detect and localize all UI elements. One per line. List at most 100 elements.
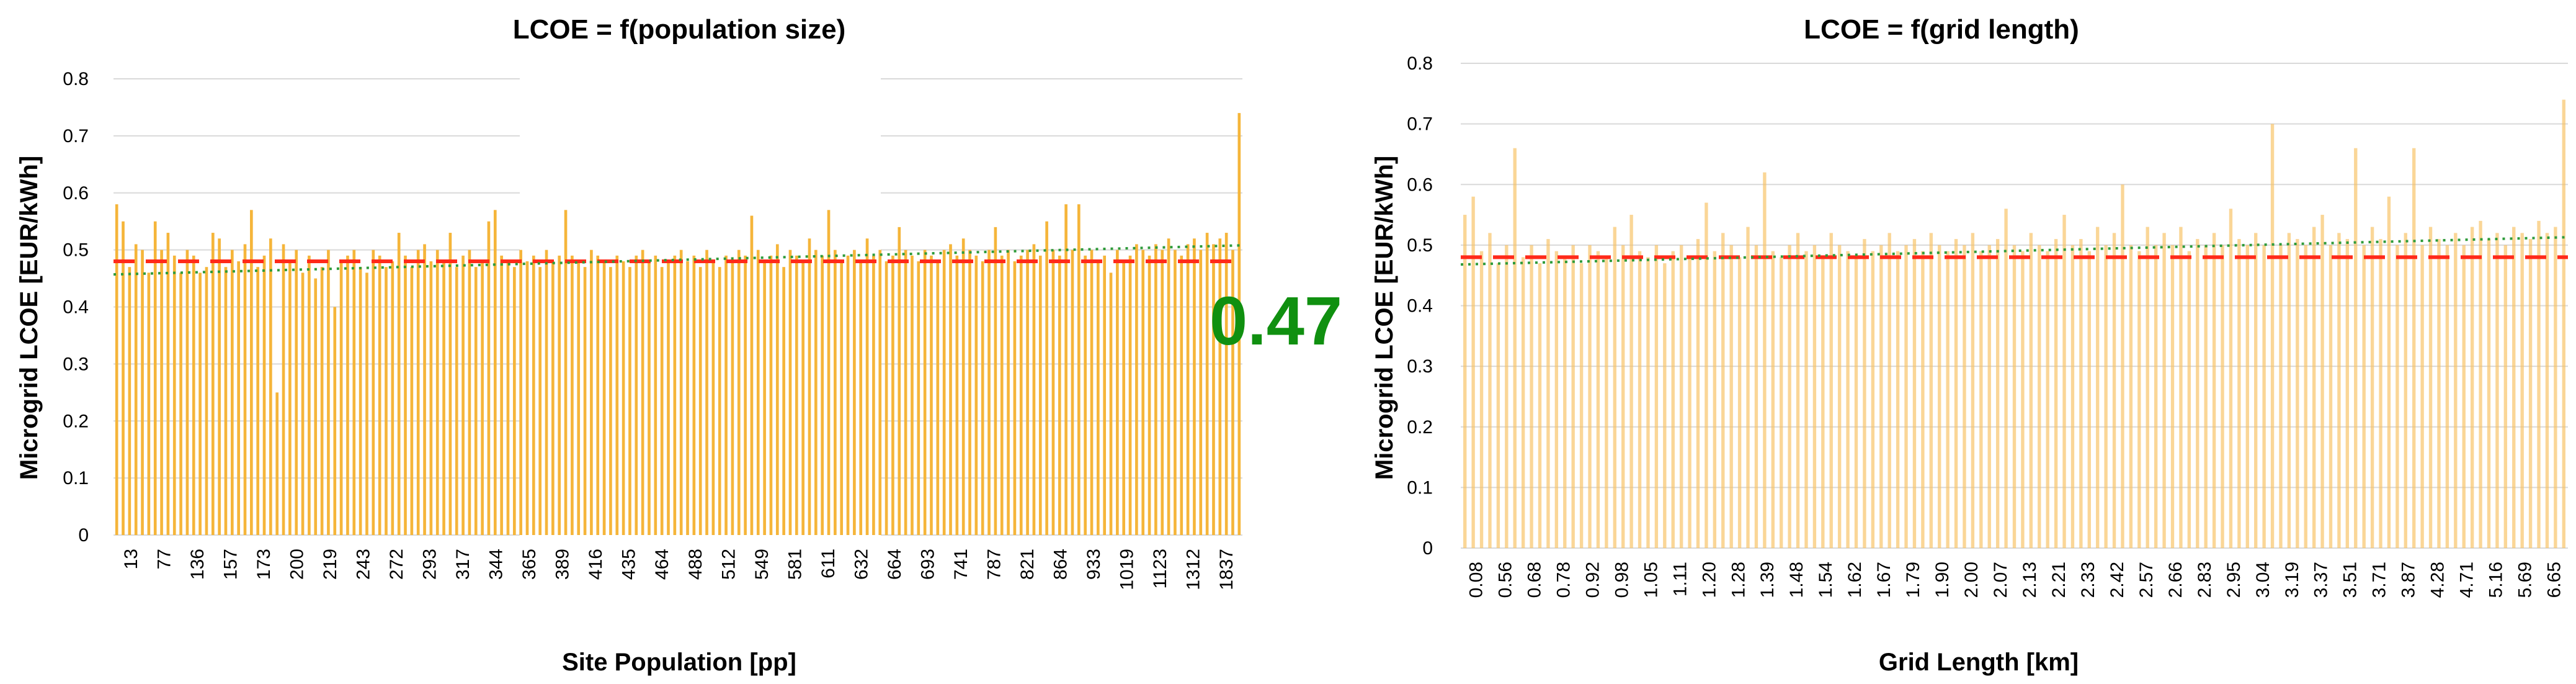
y-tick-labels: 0 0.1 0.2 0.3 0.4 0.5 0.6 0.7 0.8: [1407, 53, 1433, 559]
chart-title: LCOE = f(population size): [513, 14, 846, 45]
bar: [1904, 245, 1908, 548]
x-tick-label: 632: [851, 549, 871, 580]
bar: [2528, 239, 2533, 548]
bar: [782, 267, 785, 535]
bar: [1193, 238, 1196, 535]
bar: [1530, 245, 1533, 548]
bar: [243, 244, 247, 535]
bar: [628, 267, 631, 535]
bar: [679, 250, 683, 535]
bar: [2362, 245, 2366, 548]
bar: [571, 255, 574, 535]
bar: [288, 261, 292, 535]
x-tick-label: 1019: [1117, 549, 1138, 590]
bar: [1122, 261, 1126, 535]
x-tick-label: 1.62: [1845, 562, 1865, 598]
bar: [2170, 245, 2175, 548]
bar: [2221, 245, 2224, 548]
bar: [1912, 239, 1917, 548]
bar: [737, 250, 741, 535]
bar: [2087, 251, 2091, 548]
bar: [1979, 251, 1983, 548]
bar: [1812, 245, 1817, 548]
x-tick-label: 1.39: [1757, 562, 1778, 598]
bar: [2196, 239, 2199, 548]
bar: [596, 255, 600, 535]
bar: [2503, 245, 2508, 548]
bar: [558, 255, 561, 535]
bar: [763, 261, 766, 535]
y-tick-label: 0.3: [1407, 356, 1433, 377]
x-tick-label: 435: [619, 549, 640, 580]
bar-series: [1463, 99, 2565, 549]
bar: [487, 221, 491, 535]
x-tick-label: 416: [586, 549, 606, 580]
bar: [2312, 227, 2316, 548]
bar: [493, 210, 497, 535]
bar: [1479, 251, 1484, 548]
bar: [2354, 148, 2358, 549]
y-tick-labels: 0 0.1 0.2 0.3 0.4 0.5 0.6 0.7 0.8: [63, 69, 89, 546]
bar: [564, 210, 568, 535]
bar: [1084, 255, 1087, 535]
bar: [2012, 245, 2017, 548]
bar: [1167, 238, 1170, 535]
bar: [365, 272, 368, 535]
bar: [795, 255, 798, 535]
bar: [673, 255, 677, 535]
bar: [698, 267, 702, 535]
bar: [1763, 172, 1767, 549]
bar: [1463, 215, 1467, 548]
bar: [1471, 196, 1475, 548]
bar: [2104, 245, 2108, 548]
bar: [1161, 250, 1164, 535]
bar: [1788, 245, 1791, 548]
bar: [2046, 251, 2049, 548]
bar: [2096, 227, 2100, 548]
bar: [2387, 196, 2391, 548]
y-tick-label: 0.3: [63, 354, 89, 374]
x-tick-label: 2.21: [2049, 562, 2069, 598]
x-tick-label: 1.11: [1670, 562, 1690, 596]
bar: [769, 255, 773, 535]
bar: [2038, 245, 2041, 548]
x-tick-label: 1.48: [1786, 562, 1807, 598]
y-tick-label: 0.4: [63, 297, 89, 318]
x-tick-label: 365: [519, 549, 540, 580]
bar: [1000, 255, 1004, 535]
bar: [1871, 251, 1875, 548]
bar: [1071, 250, 1074, 535]
bar: [1613, 227, 1616, 548]
y-tick-label: 0.7: [1407, 114, 1433, 135]
bar: [936, 261, 940, 535]
bar: [359, 267, 362, 535]
bar: [448, 233, 452, 535]
x-tick-label: 219: [320, 549, 341, 580]
bar: [750, 215, 754, 535]
bar: [904, 250, 907, 535]
bar: [775, 244, 779, 535]
bar: [160, 250, 163, 535]
bar: [2428, 227, 2433, 548]
x-tick-label: 488: [685, 549, 706, 580]
bar: [429, 261, 433, 535]
bar: [898, 227, 901, 535]
bar: [2520, 233, 2524, 548]
grid-length-chart: LCOE = f(grid length) 0 0.1 0.2 0.3 0.4 0.5 0.…: [1371, 14, 2569, 676]
bar: [147, 272, 151, 535]
x-tick-label: 741: [951, 549, 971, 580]
bar: [519, 250, 522, 535]
x-tick-label: 1.79: [1903, 562, 1923, 598]
bar: [1896, 251, 1900, 548]
bar: [250, 210, 253, 535]
bar: [2154, 245, 2158, 548]
bar: [1696, 239, 1700, 548]
bar: [949, 244, 952, 535]
bar: [2437, 239, 2441, 548]
y-tick-label: 0.4: [1407, 296, 1433, 317]
bar: [1995, 239, 2000, 548]
bar: [211, 233, 215, 535]
bar: [942, 250, 946, 535]
x-tick-label: 2.66: [2165, 562, 2186, 598]
bar: [635, 255, 638, 535]
